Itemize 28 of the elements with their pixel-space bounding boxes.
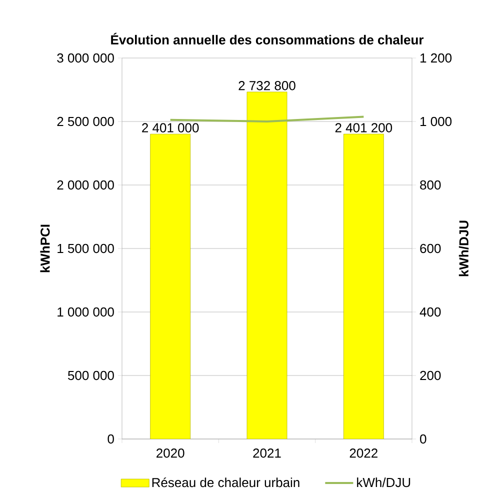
legend-label: kWh/DJU [357, 478, 410, 488]
x-tick-label: 2020 [156, 448, 184, 458]
bar [150, 134, 191, 439]
data-label: 2 732 800 [238, 81, 296, 90]
y2-tick-label: 600 [420, 244, 441, 254]
data-label: 2 401 000 [142, 123, 199, 132]
y2-tick-label: 1 000 [420, 116, 452, 126]
bar [343, 134, 384, 439]
bar [246, 92, 288, 439]
y-tick-label: 2 500 000 [57, 116, 114, 126]
y2-tick-label: 400 [420, 307, 441, 317]
data-label: 2 401 200 [335, 123, 392, 132]
y-tick-label: 2 000 000 [57, 180, 114, 190]
y2-tick-label: 800 [420, 180, 441, 190]
y2-tick-label: 200 [420, 370, 441, 380]
y-tick-label: 1 500 000 [58, 244, 114, 254]
legend-label: Réseau de chaleur urbain [152, 477, 300, 488]
y-tick-label: 1 000 000 [58, 307, 114, 317]
y-tick-label: 3 000 000 [57, 53, 114, 63]
chart-title: Évolution annuelle des consommations de chaleur [111, 32, 424, 44]
x-tick-label: 2022 [350, 448, 378, 458]
y-tick-label: 0 [108, 434, 114, 444]
y-tick-label: 500 000 [68, 370, 114, 380]
y2-tick-label: 0 [420, 434, 426, 444]
y2-tick-label: 1 200 [420, 53, 452, 63]
y2-axis-title: kWh/DJU [458, 220, 469, 276]
y-axis-title: kWhPCI [40, 224, 50, 272]
x-tick-label: 2021 [253, 448, 281, 458]
